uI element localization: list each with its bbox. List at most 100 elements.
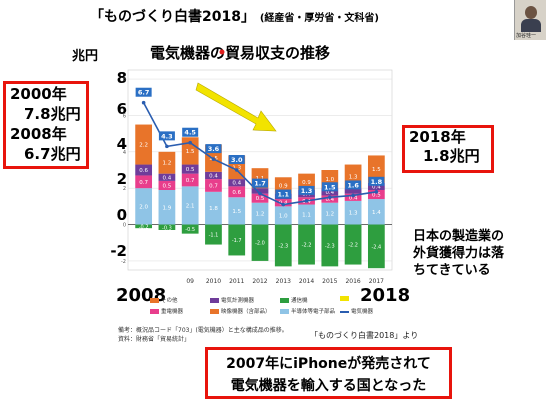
bar-segment bbox=[158, 180, 176, 190]
bar-segment-negative bbox=[251, 224, 269, 261]
callout-line: 2007年にiPhoneが発売されて bbox=[226, 356, 431, 372]
line-point bbox=[165, 144, 169, 149]
line-value-box bbox=[298, 185, 315, 195]
callout-line: 6.7兆円 bbox=[24, 145, 81, 163]
line-value-box bbox=[135, 87, 152, 97]
bar-data-label: 1.3 bbox=[349, 211, 358, 217]
side-note: 日本の製造業の外貨獲得力は落ちてきている bbox=[413, 229, 505, 278]
bar-data-label: -2.3 bbox=[325, 243, 335, 249]
small-y-tick: -2 bbox=[121, 259, 126, 265]
line-point bbox=[211, 157, 216, 161]
line-point bbox=[281, 202, 286, 207]
line-value-box bbox=[275, 189, 292, 199]
bar-data-label: 1.2 bbox=[163, 161, 172, 167]
note-line: 備考：概況品コード「703」(電気機器）と主な構成品の推移。 bbox=[118, 327, 288, 334]
line-point bbox=[258, 191, 262, 196]
callout-line: 2018年 bbox=[409, 128, 466, 146]
bar-data-label: 1.2 bbox=[325, 212, 334, 218]
bar-data-label: 0.4 bbox=[325, 197, 334, 203]
callout-line: 1.8兆円 bbox=[423, 147, 480, 165]
line-value-box bbox=[182, 127, 199, 137]
legend-item: 電気機器 bbox=[340, 307, 373, 315]
legend-item: 映像機器（含部品） bbox=[210, 307, 271, 315]
bar-segment bbox=[298, 204, 315, 225]
line-data-label: 4.5 bbox=[184, 129, 196, 137]
callout-2000-2008: 2000年 7.8兆円 2008年 6.7兆円 bbox=[3, 81, 89, 169]
bar-data-label: 0.7 bbox=[186, 178, 195, 184]
bar-segment bbox=[321, 202, 339, 225]
line-value-box bbox=[205, 144, 222, 154]
y-tick-0: 0 bbox=[116, 206, 127, 224]
x-tick-label: 2012 bbox=[252, 278, 267, 285]
x-tick-label: 2013 bbox=[276, 278, 291, 285]
line-data-label: 1.5 bbox=[324, 183, 336, 191]
legend-item: 電気計測機器 bbox=[210, 296, 254, 304]
callout-2018: 2018年 1.8兆円 bbox=[402, 125, 494, 173]
small-y-tick: 8 bbox=[123, 77, 126, 83]
bar-data-label: 0.6 bbox=[139, 168, 148, 174]
bar-data-label: -0.2 bbox=[139, 224, 149, 230]
bar-segment bbox=[251, 202, 269, 225]
bar-data-label: 2.1 bbox=[186, 203, 195, 209]
source-label: 「ものづくり白書2018」より bbox=[310, 331, 419, 340]
line-point bbox=[234, 168, 239, 172]
bar-segment-negative bbox=[274, 224, 292, 267]
bar-data-label: 1.2 bbox=[256, 212, 265, 218]
bar-data-label: 0.4 bbox=[349, 195, 358, 201]
line-value-box bbox=[252, 178, 268, 188]
legend-item: 通信機 bbox=[280, 296, 308, 304]
x-tick-label: 2010 bbox=[206, 278, 221, 285]
line-point bbox=[188, 140, 192, 145]
line-data-label: 3.6 bbox=[208, 145, 220, 153]
bar-data-label: 1.1 bbox=[302, 213, 311, 219]
bar-segment bbox=[135, 164, 153, 176]
bar-segment-negative bbox=[181, 224, 199, 234]
bar-segment bbox=[344, 193, 362, 201]
legend-item: 重電機器 bbox=[150, 307, 183, 315]
y-tick-8: 8 bbox=[116, 69, 127, 87]
bar-segment-negative bbox=[367, 224, 385, 269]
x-tick-label: 2017 bbox=[369, 278, 384, 285]
bar-data-label: 0.5 bbox=[256, 196, 265, 202]
bar-data-label: -2.0 bbox=[255, 241, 265, 247]
callout-line: 2000年 bbox=[10, 85, 67, 103]
line-data-label: 4.3 bbox=[161, 132, 173, 140]
y-tick-4: 4 bbox=[116, 135, 127, 153]
line-point bbox=[304, 199, 309, 203]
bar-data-label: 1.9 bbox=[163, 205, 172, 211]
bar-segment bbox=[274, 206, 292, 225]
bar-data-label: 1.4 bbox=[372, 210, 381, 216]
bar-segment bbox=[135, 124, 153, 165]
x-tick-label: 2014 bbox=[299, 278, 314, 285]
bar-segment bbox=[158, 173, 176, 181]
chart-title: 電気機器の貿易収支の推移 bbox=[150, 44, 331, 62]
bar-data-label: -1.7 bbox=[232, 238, 242, 244]
bar-data-label: 0.7 bbox=[139, 180, 148, 186]
bar-data-label: 0.4 bbox=[163, 175, 172, 181]
line-point bbox=[328, 195, 332, 200]
bar-segment bbox=[367, 190, 385, 200]
bar-segment bbox=[228, 179, 246, 187]
line-value-box bbox=[228, 155, 245, 164]
bar-data-label: 1.0 bbox=[279, 213, 288, 219]
bar-segment bbox=[367, 182, 385, 190]
bar-segment bbox=[181, 173, 199, 187]
line-data-label: 1.3 bbox=[301, 187, 313, 195]
bar-data-label: 0.6 bbox=[232, 190, 241, 196]
small-y-tick: 4 bbox=[123, 150, 126, 156]
bar-data-label: 2.0 bbox=[139, 204, 148, 210]
bar-segment bbox=[367, 155, 385, 183]
line-point bbox=[351, 193, 355, 198]
line-data-label: 1.8 bbox=[371, 178, 383, 186]
bar-segment-negative bbox=[158, 224, 176, 230]
bar-data-label: 0.4 bbox=[232, 181, 241, 187]
bar-segment bbox=[181, 186, 199, 225]
line-data-label: 1.1 bbox=[278, 191, 290, 199]
bar-data-label: 0.9 bbox=[279, 183, 288, 189]
bar-segment bbox=[205, 171, 222, 180]
slide-title: 「ものづくり白書2018」 (経産省・厚労省・文科省) bbox=[90, 6, 379, 26]
bar-segment-negative bbox=[228, 224, 246, 256]
bar-segment bbox=[228, 186, 246, 198]
presenter-head bbox=[525, 6, 537, 19]
